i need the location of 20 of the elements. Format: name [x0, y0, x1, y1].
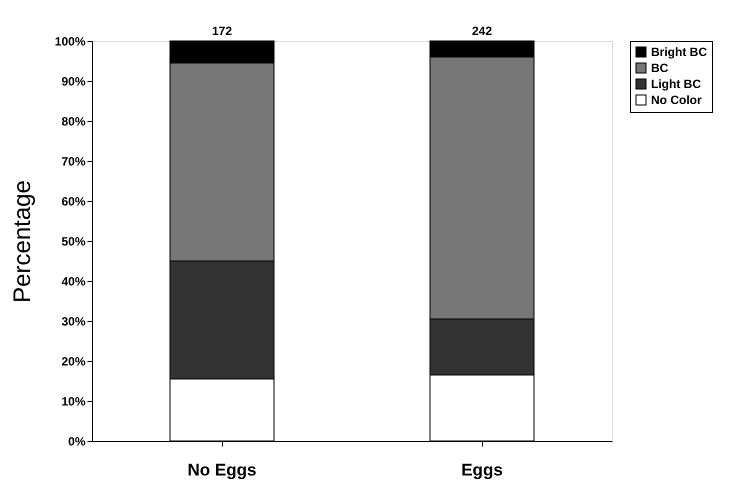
- legend-label: Light BC: [651, 77, 702, 91]
- y-tick-label: 80%: [61, 114, 86, 128]
- y-tick-label: 30%: [61, 314, 86, 328]
- y-tick-label: 90%: [61, 74, 86, 88]
- y-tick-label: 0%: [68, 434, 86, 448]
- legend-label: No Color: [651, 93, 702, 107]
- x-tick-label: No Eggs: [188, 460, 256, 480]
- y-tick-label: 100%: [54, 34, 86, 48]
- y-tick-label: 10%: [61, 394, 86, 408]
- annotation: 242: [472, 24, 492, 38]
- legend-label: BC: [651, 61, 669, 75]
- y-tick-label: 60%: [61, 194, 86, 208]
- y-tick-label: 70%: [61, 154, 86, 168]
- y-axis-title: Percentage: [8, 180, 36, 303]
- y-tick-label: 20%: [61, 354, 86, 368]
- x-tick-label: Eggs: [461, 460, 503, 480]
- y-tick-label: 40%: [61, 274, 86, 288]
- legend-label: Bright BC: [651, 45, 708, 59]
- annotation: 172: [212, 24, 232, 38]
- y-tick-label: 50%: [61, 234, 86, 248]
